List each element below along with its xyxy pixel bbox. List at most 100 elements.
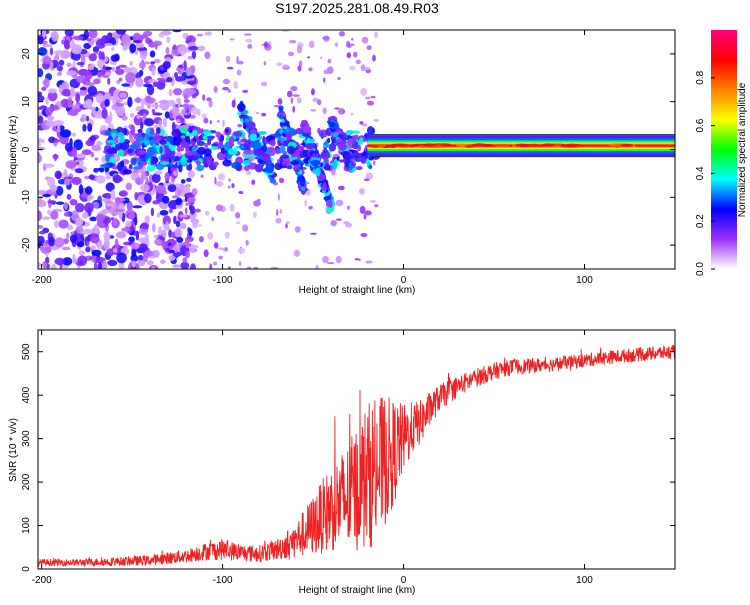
noise-blob	[136, 47, 148, 52]
noise-blob	[275, 217, 282, 224]
band-blob	[129, 143, 139, 150]
noise-blob	[53, 138, 60, 143]
streak-blob	[244, 118, 249, 123]
snr-panel: -200 -100 0 100 0 100 200 300 400 500 Height of …	[8, 329, 676, 596]
band-blob	[149, 127, 155, 135]
noise-blob	[121, 115, 128, 121]
streak-blob	[279, 122, 290, 127]
noise-blob	[372, 160, 376, 166]
noise-blob	[86, 240, 90, 247]
noise-blob	[107, 259, 118, 267]
noise-blob	[175, 197, 183, 206]
noise-blob	[150, 61, 155, 65]
band-blob	[320, 150, 331, 160]
band-blob	[366, 126, 375, 135]
noise-blob	[186, 123, 194, 126]
noise-blob	[61, 246, 71, 251]
noise-blob	[118, 203, 125, 214]
noise-blob	[228, 178, 231, 182]
noise-blob	[201, 113, 207, 119]
noise-blob	[242, 89, 249, 93]
streak-blob	[325, 200, 333, 208]
band-blob	[147, 157, 151, 166]
noise-blob	[50, 210, 59, 220]
carrier-peak	[471, 143, 489, 147]
noise-blob	[337, 185, 345, 191]
noise-blob	[67, 97, 73, 109]
noise-blob	[38, 142, 42, 147]
noise-blob	[185, 88, 197, 95]
noise-blob	[63, 178, 71, 186]
noise-blob	[164, 111, 170, 119]
noise-blob	[211, 217, 215, 222]
noise-blob	[159, 209, 169, 216]
noise-blob	[144, 250, 155, 257]
noise-blob	[172, 264, 181, 268]
noise-blob	[151, 108, 156, 114]
streak-blob	[249, 129, 257, 134]
noise-blob	[175, 204, 183, 209]
snr-x-tick-label: 0	[401, 575, 407, 586]
noise-blob	[179, 222, 187, 230]
band-blob	[324, 162, 330, 171]
noise-blob	[123, 66, 131, 73]
streak-blob	[327, 116, 335, 122]
streak-blob	[300, 186, 306, 192]
noise-blob	[276, 159, 280, 164]
noise-blob	[151, 223, 156, 233]
noise-blob	[182, 71, 187, 77]
noise-blob	[335, 255, 342, 264]
band-blob	[128, 164, 133, 170]
noise-blob	[251, 179, 256, 185]
noise-blob	[335, 218, 342, 221]
noise-blob	[178, 214, 188, 218]
noise-blob	[47, 91, 58, 102]
noise-blob	[41, 30, 47, 38]
noise-blob	[55, 201, 65, 205]
spectrogram-y-tick-label: 0	[21, 146, 32, 152]
noise-blob	[65, 160, 77, 169]
noise-blob	[161, 229, 167, 238]
noise-blob	[56, 123, 61, 133]
noise-blob	[48, 88, 57, 94]
noise-blob	[245, 171, 252, 175]
snr-x-tick-label: -100	[213, 575, 233, 586]
noise-blob	[264, 41, 269, 48]
noise-blob	[51, 30, 59, 42]
noise-blob	[45, 120, 56, 128]
streak-blob	[290, 160, 300, 166]
noise-blob	[96, 241, 103, 250]
band-blob	[243, 154, 251, 159]
spectrogram-y-tick-label: 10	[21, 96, 32, 108]
noise-blob	[84, 82, 95, 87]
noise-blob	[84, 202, 94, 213]
band-blob	[254, 163, 264, 173]
band-blob	[146, 146, 157, 155]
noise-blob	[71, 52, 81, 61]
band-blob	[273, 132, 282, 138]
noise-blob	[238, 190, 244, 194]
noise-blob	[70, 39, 76, 51]
snr-x-ticks: -200 -100 0 100	[32, 330, 593, 586]
noise-blob	[101, 198, 112, 203]
noise-blob	[338, 31, 346, 37]
noise-blob	[185, 202, 189, 207]
streak-blob	[255, 150, 266, 157]
noise-blob	[304, 199, 308, 207]
noise-blob	[185, 67, 193, 77]
streak-blob	[348, 162, 353, 171]
colorbar-tick-label: 0.8	[695, 70, 706, 84]
noise-blob	[346, 40, 351, 48]
noise-blob	[140, 222, 150, 230]
noise-blob	[142, 83, 153, 88]
noise-blob	[91, 249, 102, 257]
noise-blob	[298, 60, 303, 67]
noise-blob	[270, 266, 279, 269]
streak-blob	[321, 182, 327, 192]
noise-blob	[134, 191, 139, 201]
noise-blob	[294, 226, 301, 233]
noise-blob	[277, 193, 280, 201]
band-blob	[353, 134, 359, 140]
noise-blob	[75, 161, 80, 166]
